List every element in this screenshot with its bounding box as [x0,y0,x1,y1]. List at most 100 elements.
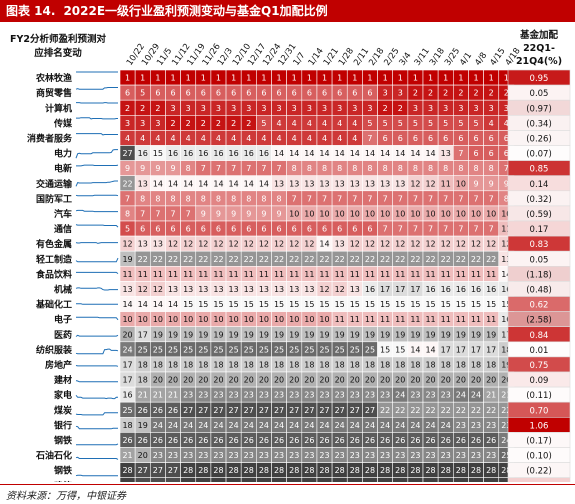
heat-cell-value: 22 [229,255,239,264]
heat-cell-value: 15 [259,300,269,309]
heat-cell-value: 9 [216,209,221,218]
heat-cell-value: 2 [489,89,494,98]
heat-cell-value: 13 [229,285,239,294]
heat-cell-value: 3 [383,89,388,98]
heat-cell-value: 26 [183,436,193,445]
heat-cell-value: 11 [486,270,496,279]
heat-cell-value: 18 [410,360,420,369]
heat-cell-value: 6 [216,225,221,234]
heat-cell-value: 19 [441,330,451,339]
heat-cell-value: 6 [337,225,342,234]
row-sparkline [75,257,119,263]
heat-cell-value: 23 [198,391,208,400]
heat-cell-value: 23 [319,391,329,400]
heat-cell-value: 27 [153,466,163,475]
allocation-value: (0.11) [526,391,552,401]
row-sparkline [75,87,118,90]
allocation-header-line: 21Q4(%) [516,56,562,67]
row-label: 传媒 [53,117,73,129]
heat-cell-value: 19 [259,330,269,339]
heat-cell-value: 6 [352,89,357,98]
heat-cell-value: 2 [201,119,206,128]
heat-cell-value: 6 [413,134,418,143]
heat-cell-value: 6 [261,89,266,98]
heat-cell-value: 13 [289,179,299,188]
row-label: 有色金属 [36,238,72,250]
heat-cell-value: 24 [183,421,193,430]
heat-cell-value: 1 [246,74,251,83]
heat-cell-value: 12 [501,240,511,249]
heat-cell-value: 12 [274,240,284,249]
heat-cell-value: 5 [398,119,403,128]
heat-cell-value: 1 [337,74,342,83]
heat-cell-value: 23 [319,451,329,460]
heat-cell-value: 16 [244,149,254,158]
heat-cell-value: 8 [428,164,433,173]
heat-cell-value: 9 [125,164,130,173]
row-label: 石油石化 [35,450,72,462]
allocation-value: (0.22) [526,467,552,477]
heat-cell-value: 19 [335,330,345,339]
heat-cell-value: 23 [471,451,481,460]
heat-cell-value: 20 [335,376,345,385]
heat-cell-value: 7 [413,194,418,203]
heat-cell-value: 24 [380,421,390,430]
heat-cell-value: 7 [277,164,282,173]
heat-cell-value: 28 [319,481,329,482]
heat-cell-value: 23 [244,451,254,460]
heat-cell-value: 28 [350,466,360,475]
heat-cell-value: 21 [168,391,178,400]
heat-cell-value: 11 [153,270,163,279]
heat-cell-value: 28 [183,466,193,475]
heat-cell-value: 14 [244,179,254,188]
heat-cell-value: 10 [410,209,420,218]
heat-cell-value: 7 [337,194,342,203]
heat-cell-value: 1 [489,74,494,83]
heat-cell-value: 27 [122,149,132,158]
heat-cell-value: 19 [471,330,481,339]
heat-cell-value: 23 [410,451,420,460]
heat-cell-value: 24 [425,421,435,430]
heat-cell-value: 2 [170,119,175,128]
heat-cell-value: 27 [168,481,178,482]
heat-cell-value: 12 [168,240,178,249]
heat-cell-value: 11 [198,270,208,279]
heat-cell-value: 23 [213,451,223,460]
heat-cell-value: 10 [319,209,329,218]
heat-cell-value: 2 [428,89,433,98]
heat-cell-value: 11 [244,270,254,279]
allocation-value: (0.34) [526,119,552,129]
heat-cell-value: 24 [410,421,420,430]
heat-cell-value: 23 [244,391,254,400]
heat-cell-value: 20 [289,376,299,385]
heat-cell-value: 9 [473,179,478,188]
heat-cell-value: 23 [425,451,435,460]
heat-cell-value: 24 [274,421,284,430]
heat-cell-value: 25 [335,345,345,354]
heat-cell-value: 20 [486,376,496,385]
allocation-value: 0.01 [530,346,549,356]
heat-cell-value: 8 [277,194,282,203]
heat-cell-value: 24 [229,421,239,430]
row-sparkline [75,380,118,383]
heat-cell-value: 5 [428,119,433,128]
heat-cell-value: 9 [201,209,206,218]
figure-label: 图表 14. [6,4,56,18]
heat-cell-value: 1 [125,74,130,83]
heat-cell-value: 24 [289,421,299,430]
heat-cell-value: 1 [155,74,160,83]
heat-cell-value: 10 [198,315,208,324]
heat-cell-value: 26 [350,436,360,445]
heat-cell-value: 18 [183,360,193,369]
source-note: 资料来源：万得，中银证券 [6,491,126,502]
heat-cell-value: 20 [153,376,163,385]
heat-cell-value: 21 [153,391,163,400]
heat-cell-value: 27 [289,406,299,415]
heat-cell-value: 28 [380,466,390,475]
heat-cell-value: 12 [395,240,405,249]
heat-cell-value: 18 [335,360,345,369]
heat-cell-value: 10 [289,315,299,324]
heat-cell-value: 2 [413,89,418,98]
heat-cell-value: 10 [304,209,314,218]
heat-cell-value: 1 [307,74,312,83]
